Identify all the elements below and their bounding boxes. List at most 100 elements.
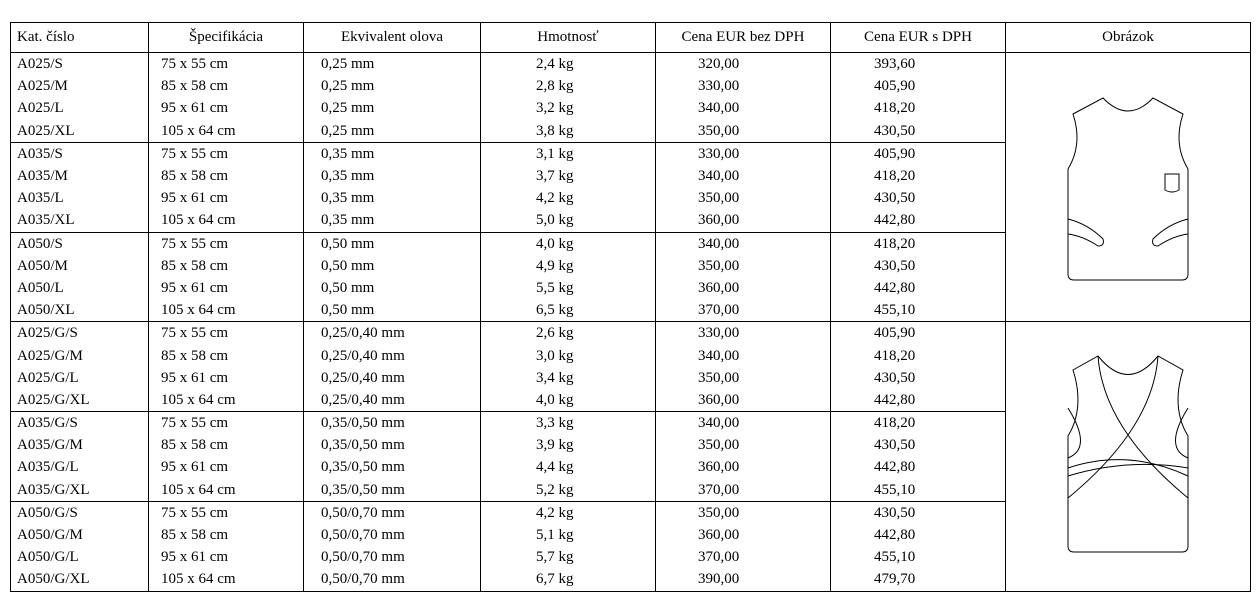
table-row: A025/S 75 x 55 cm 0,25 mm 2,4 kg 320,00 393,6… xyxy=(10,51,1251,323)
table-cell: 350,00 xyxy=(655,187,831,210)
table-cell: A050/M xyxy=(10,254,149,277)
table-cell: 430,50 xyxy=(830,366,1006,389)
table-cell: A050/S xyxy=(10,231,149,255)
table-row: A050/G/M 85 x 58 cm 0,50/0,70 mm 5,1 kg 360,… xyxy=(10,523,1251,547)
table-cell: 5,1 kg xyxy=(480,523,656,547)
table-cell: 105 x 64 cm xyxy=(148,209,304,232)
table-cell: A035/M xyxy=(10,164,149,188)
table-cell: 442,80 xyxy=(830,388,1006,412)
table-cell: A035/G/S xyxy=(10,411,149,435)
table-row: A025/G/M 85 x 58 cm 0,25/0,40 mm 3,0 kg 340,… xyxy=(10,344,1251,367)
table-row: A050/L 95 x 61 cm 0,50 mm 5,5 kg 360,00 442,8… xyxy=(10,276,1251,300)
table-cell: 5,0 kg xyxy=(480,209,656,232)
table-cell: A025/L xyxy=(10,97,149,120)
header-cell: Hmotnosť xyxy=(480,22,656,53)
table-cell: A025/G/M xyxy=(10,344,149,367)
table-cell: 6,7 kg xyxy=(480,568,656,592)
table-cell: 430,50 xyxy=(830,254,1006,277)
table-cell: 0,50/0,70 mm xyxy=(303,568,481,592)
table-cell: 330,00 xyxy=(655,141,831,165)
table-cell: 3,8 kg xyxy=(480,119,656,143)
table-row: A035/G/M 85 x 58 cm 0,35/0,50 mm 3,9 kg 350,… xyxy=(10,434,1251,457)
table-row: A050/G/S 75 x 55 cm 0,50/0,70 mm 4,2 kg 350,… xyxy=(10,500,1251,524)
table-cell: 455,10 xyxy=(830,299,1006,322)
table-cell: 405,90 xyxy=(830,75,1006,98)
header-cell: Cena EUR s DPH xyxy=(830,22,1006,53)
table-cell: 5,7 kg xyxy=(480,546,656,569)
table-cell: 2,6 kg xyxy=(480,321,656,345)
table-cell: 5,5 kg xyxy=(480,276,656,300)
table-cell: 75 x 55 cm xyxy=(148,231,304,255)
apron-drawing xyxy=(1067,355,1189,553)
table-cell: A050/G/XL xyxy=(10,568,149,592)
table-cell: 95 x 61 cm xyxy=(148,546,304,569)
table-cell: 85 x 58 cm xyxy=(148,164,304,188)
table-cell: A050/G/S xyxy=(10,500,149,524)
table-cell: 370,00 xyxy=(655,299,831,322)
table-cell: 442,80 xyxy=(830,276,1006,300)
table-cell: 0,35 mm xyxy=(303,164,481,188)
table-row: A025/XL 105 x 64 cm 0,25 mm 3,8 kg 350,00 430… xyxy=(10,119,1251,143)
table-cell: 370,00 xyxy=(655,478,831,502)
table-cell: 3,4 kg xyxy=(480,366,656,389)
table-cell: 4,2 kg xyxy=(480,500,656,524)
table-cell: 0,25 mm xyxy=(303,52,481,76)
table-cell: 0,50 mm xyxy=(303,276,481,300)
table-cell: 105 x 64 cm xyxy=(148,478,304,502)
table-cell: 85 x 58 cm xyxy=(148,254,304,277)
table-cell: 75 x 55 cm xyxy=(148,321,304,345)
table-cell: 105 x 64 cm xyxy=(148,299,304,322)
table-cell: A035/S xyxy=(10,141,149,165)
table-cell: A025/G/L xyxy=(10,366,149,389)
table-cell: 0,50/0,70 mm xyxy=(303,546,481,569)
table-cell: 350,00 xyxy=(655,254,831,277)
table-cell: A025/XL xyxy=(10,119,149,143)
table-row: A035/XL 105 x 64 cm 0,35 mm 5,0 kg 360,00 442… xyxy=(10,209,1251,232)
table-row: A050/S 75 x 55 cm 0,50 mm 4,0 kg 340,00 418,2… xyxy=(10,231,1251,255)
table-cell: 340,00 xyxy=(655,344,831,367)
table-cell: 95 x 61 cm xyxy=(148,276,304,300)
table-row: A050/XL 105 x 64 cm 0,50 mm 6,5 kg 370,00 455… xyxy=(10,299,1251,322)
header-cell: Kat. číslo xyxy=(10,22,149,53)
table-cell: 430,50 xyxy=(830,434,1006,457)
table-cell: 3,1 kg xyxy=(480,141,656,165)
table-cell: A050/XL xyxy=(10,299,149,322)
table-cell: 360,00 xyxy=(655,456,831,479)
table-cell: 0,35/0,50 mm xyxy=(303,456,481,479)
header-cell: Špecifikácia xyxy=(148,22,304,53)
table-cell: 4,0 kg xyxy=(480,388,656,412)
table-row: A035/M 85 x 58 cm 0,35 mm 3,7 kg 340,00 418,2… xyxy=(10,164,1251,188)
table-cell: 75 x 55 cm xyxy=(148,411,304,435)
table-cell: 2,4 kg xyxy=(480,52,656,76)
table-cell: A025/G/XL xyxy=(10,388,149,412)
table-cell: 0,25/0,40 mm xyxy=(303,321,481,345)
table-cell: 3,7 kg xyxy=(480,164,656,188)
table-cell: A035/G/M xyxy=(10,434,149,457)
table-row: A025/G/L 95 x 61 cm 0,25/0,40 mm 3,4 kg 350,… xyxy=(10,366,1251,389)
table-cell: 340,00 xyxy=(655,231,831,255)
table-cell: 330,00 xyxy=(655,321,831,345)
image-cell xyxy=(1005,51,1251,323)
table-cell: 360,00 xyxy=(655,388,831,412)
table-cell: 0,35/0,50 mm xyxy=(303,478,481,502)
table-cell: 0,25 mm xyxy=(303,75,481,98)
table-row: A035/G/XL 105 x 64 cm 0,35/0,50 mm 5,2 kg 37… xyxy=(10,478,1251,502)
table-cell: 418,20 xyxy=(830,411,1006,435)
table-cell: 0,35 mm xyxy=(303,141,481,165)
table-cell: A035/G/XL xyxy=(10,478,149,502)
table-cell: 85 x 58 cm xyxy=(148,434,304,457)
table-cell: 0,35/0,50 mm xyxy=(303,411,481,435)
table-cell: 95 x 61 cm xyxy=(148,187,304,210)
table-cell: 0,35 mm xyxy=(303,187,481,210)
table-cell: 405,90 xyxy=(830,141,1006,165)
table-cell: 75 x 55 cm xyxy=(148,52,304,76)
table-cell: 418,20 xyxy=(830,164,1006,188)
table-cell: 85 x 58 cm xyxy=(148,75,304,98)
table-cell: 3,9 kg xyxy=(480,434,656,457)
table-cell: 340,00 xyxy=(655,164,831,188)
header-cell: Ekvivalent olova xyxy=(303,22,481,53)
table-cell: 393,60 xyxy=(830,52,1006,76)
table-cell: 95 x 61 cm xyxy=(148,366,304,389)
table-cell: 360,00 xyxy=(655,276,831,300)
